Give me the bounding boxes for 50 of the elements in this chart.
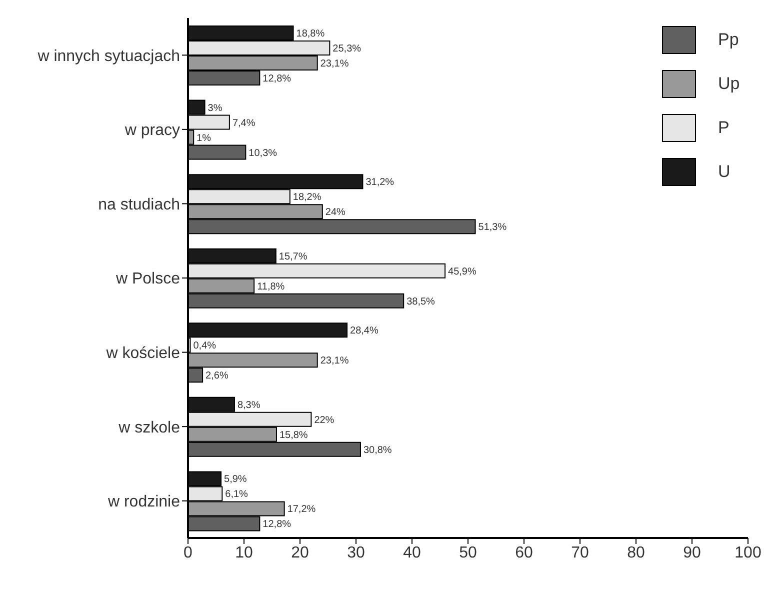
data-label: 2,6%: [206, 370, 228, 382]
data-label: 7,4%: [232, 118, 256, 129]
data-label: 8,3%: [237, 400, 260, 411]
data-label: 28,4%: [350, 326, 379, 337]
x-tick-label: 60: [515, 544, 533, 562]
data-label: 22%: [314, 414, 334, 426]
data-label: 15,8%: [279, 430, 308, 441]
y-tick-label: w innych sytuacjach: [36, 48, 180, 65]
data-label: 11,8%: [257, 281, 285, 292]
y-tick-label: na studiach: [98, 196, 180, 214]
y-tick-label: w Polsce: [114, 270, 180, 288]
data-label: 15,7%: [278, 251, 308, 262]
data-label: 51,3%: [478, 222, 507, 234]
data-label: 31,2%: [366, 177, 394, 188]
legend-label: Up: [718, 74, 741, 94]
x-tick-label: 50: [459, 544, 477, 562]
x-tick-label: 20: [291, 544, 309, 562]
data-label: 1%: [196, 132, 212, 144]
legend-label: P: [718, 118, 730, 138]
x-tick-label: 10: [235, 544, 253, 562]
y-tick-label: w kościele: [105, 344, 180, 362]
y-tick-label: w rodzinie: [106, 494, 180, 511]
data-label: 18,8%: [296, 28, 325, 40]
data-label: 12,8%: [262, 74, 292, 84]
x-tick-label: 70: [571, 544, 589, 562]
y-tick-label: w pracy: [124, 122, 180, 140]
data-label: 18,2%: [292, 192, 322, 204]
data-label: 25,3%: [332, 44, 362, 54]
data-label: 12,8%: [262, 519, 292, 530]
data-label: 24%: [325, 207, 346, 218]
x-tick-label: 40: [403, 544, 421, 562]
data-label: 10,3%: [248, 148, 278, 159]
x-tick-label: 30: [347, 544, 365, 562]
x-tick-label: 80: [627, 544, 645, 562]
data-label: 23,1%: [320, 58, 349, 70]
x-tick-label: 0: [184, 544, 193, 562]
data-label: 38,5%: [406, 296, 436, 308]
data-label: 0,4%: [193, 340, 216, 352]
data-label: 5,9%: [224, 474, 247, 486]
data-label: 45,9%: [448, 266, 477, 278]
data-label: 3%: [208, 102, 222, 114]
y-tick-label: w szkole: [118, 419, 180, 436]
x-tick-label: 90: [683, 544, 701, 562]
data-label: 30,8%: [363, 444, 392, 456]
data-label: 17,2%: [287, 504, 316, 516]
data-label: 6,1%: [225, 489, 248, 500]
data-label: 23,1%: [320, 356, 349, 367]
x-tick-label: 100: [734, 544, 762, 562]
legend-label: Pp: [718, 30, 740, 50]
legend-label: U: [718, 162, 732, 182]
